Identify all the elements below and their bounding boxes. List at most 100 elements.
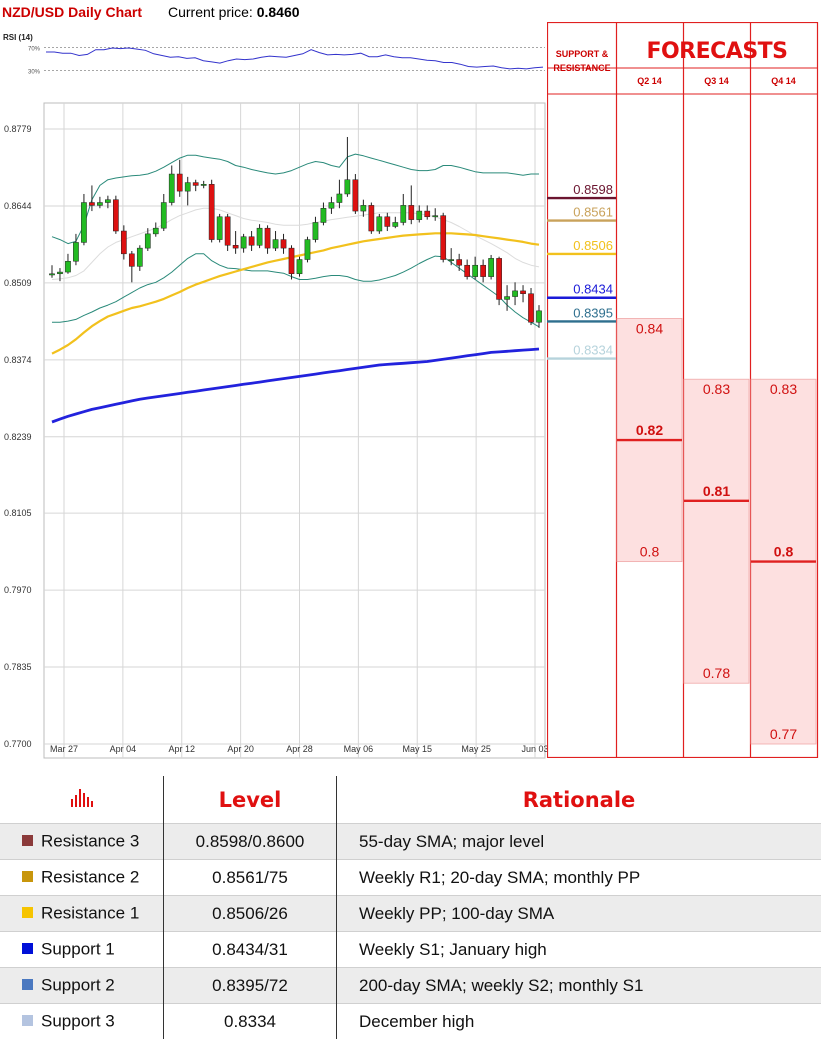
level-value: 0.8561/75 (164, 860, 337, 896)
x-tick-label: Mar 27 (50, 744, 78, 754)
candle (289, 245, 294, 279)
candle (89, 185, 94, 211)
candle (496, 257, 501, 305)
candle (361, 200, 366, 217)
y-tick-label: 0.7970 (4, 585, 32, 595)
candle (329, 197, 334, 214)
candle-body (217, 217, 222, 240)
bar-chart-icon (0, 776, 164, 824)
candle-body (169, 174, 174, 202)
candle (297, 257, 302, 277)
rsi-level-label: 30% (28, 70, 41, 76)
level-rationale: Weekly S1; January high (337, 932, 821, 968)
candle-body (113, 200, 118, 231)
candle-body (528, 294, 533, 322)
candle-body (401, 205, 406, 222)
bollinger-lower-line (52, 254, 539, 327)
candle-body (457, 260, 462, 266)
level-column-header: Level (164, 776, 337, 824)
y-tick-label: 0.8509 (4, 278, 32, 288)
candle (520, 285, 525, 302)
level-value: 0.8506/26 (164, 896, 337, 932)
candle (233, 231, 238, 254)
sr-level-value: 0.8506 (573, 238, 613, 253)
candle-body (465, 265, 470, 276)
sr-title-line: RESISTANCE (553, 63, 610, 73)
rsi-level-label: 70% (28, 46, 41, 52)
candle (201, 181, 206, 188)
candle (433, 208, 438, 221)
forecast-high-label: 0.84 (636, 320, 663, 336)
forecast-high-label: 0.83 (770, 381, 797, 397)
candle-body (201, 184, 206, 185)
candle-body (425, 211, 430, 217)
level-name: Support 3 (41, 1012, 115, 1031)
level-value: 0.8434/31 (164, 932, 337, 968)
candle-body (65, 261, 70, 272)
candle-body (504, 297, 509, 300)
candle (225, 214, 230, 251)
level-name-cell: Resistance 2 (0, 860, 164, 896)
candle-body (97, 203, 102, 206)
candle (489, 255, 494, 280)
rsi-panel: RSI (14) 70% 30% (3, 33, 545, 76)
candle (313, 217, 318, 243)
x-tick-label: May 25 (461, 744, 491, 754)
candle (169, 165, 174, 205)
candle (65, 254, 70, 274)
candle-body (377, 217, 382, 231)
candle-body (305, 240, 310, 260)
candle-body (129, 254, 134, 267)
forecasts-title: FORECASTS (646, 39, 787, 64)
forecast-mid-label: 0.8 (774, 544, 794, 560)
candle-body (329, 203, 334, 209)
x-tick-label: May 06 (344, 744, 374, 754)
candle (377, 214, 382, 234)
candle-body (353, 180, 358, 211)
y-tick-label: 0.7700 (4, 739, 32, 749)
candle (209, 180, 214, 243)
rsi-label: RSI (14) (3, 33, 33, 42)
level-name: Resistance 3 (41, 832, 139, 851)
level-rationale: 55-day SMA; major level (337, 824, 821, 860)
level-name: Resistance 1 (41, 904, 139, 923)
candle-body (241, 237, 246, 248)
candle-body (481, 265, 486, 276)
candle-body (137, 248, 142, 266)
x-tick-label: Jun 03 (521, 744, 547, 754)
sr-level-value: 0.8561 (573, 205, 613, 220)
y-tick-label: 0.8779 (4, 124, 32, 134)
level-name: Resistance 2 (41, 868, 139, 887)
level-color-swatch (22, 943, 33, 954)
candle-body (289, 248, 294, 274)
x-tick-label: Apr 04 (110, 744, 137, 754)
candle (481, 260, 486, 283)
sr-level-value: 0.8598 (573, 182, 613, 197)
candle (409, 185, 414, 224)
candle (193, 180, 198, 191)
level-value: 0.8598/0.8600 (164, 824, 337, 860)
candle-body (185, 183, 190, 192)
candle-body (433, 216, 438, 217)
candle-body (417, 211, 422, 220)
candle (353, 174, 358, 214)
level-color-swatch (22, 871, 33, 882)
candle-body (441, 216, 446, 260)
levels-table-header: Level Rationale (0, 776, 821, 824)
level-name-cell: Support 3 (0, 1004, 164, 1039)
candle-body (161, 203, 166, 229)
level-color-swatch (22, 979, 33, 990)
forecast-quarter-label: Q3 14 (704, 76, 729, 86)
candle (337, 180, 342, 208)
level-color-swatch (22, 835, 33, 846)
x-tick-label: Apr 28 (286, 744, 313, 754)
forecast-quarter-label: Q2 14 (637, 76, 662, 86)
candle-body (496, 258, 501, 299)
forecast-range-box (684, 379, 749, 683)
price-chart: RSI (14)70%30% 0.87790.86440.85090.83740… (0, 0, 547, 760)
candle-body (49, 274, 54, 275)
candle-body (105, 200, 110, 203)
x-tick-label: Apr 12 (168, 744, 195, 754)
